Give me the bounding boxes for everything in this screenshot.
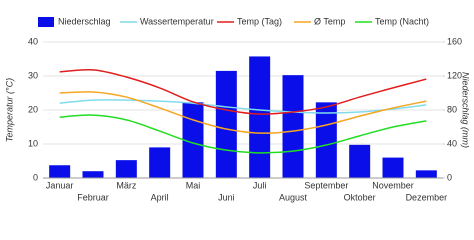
y2-tick-label: 0 <box>447 172 452 182</box>
line <box>59 99 427 114</box>
x-tick-label: Februar <box>77 192 109 202</box>
bar <box>49 165 71 178</box>
legend-label: Temp (Tag) <box>237 16 282 26</box>
bar <box>82 171 104 178</box>
bar <box>115 160 137 178</box>
line <box>59 68 427 115</box>
y2-axis-title: Niederschlag (mm) <box>461 72 471 148</box>
y2-tick-label: 120 <box>447 70 462 80</box>
line <box>59 91 427 134</box>
bar <box>249 56 271 179</box>
bar <box>349 144 371 178</box>
x-tick-label: September <box>304 180 348 190</box>
legend-swatch <box>38 17 54 27</box>
bar <box>282 75 304 178</box>
legend-label: Wassertemperatur <box>140 16 214 26</box>
x-tick-label: Dezember <box>406 192 448 202</box>
x-tick-label: April <box>151 192 169 202</box>
x-tick-label: Oktober <box>344 192 376 202</box>
y2-tick-label: 40 <box>447 138 457 148</box>
y-tick-label: 40 <box>28 36 38 46</box>
y-tick-label: 10 <box>28 138 38 148</box>
y2-tick-label: 80 <box>447 104 457 114</box>
y-tick-label: 0 <box>33 172 38 182</box>
line <box>59 114 427 154</box>
x-tick-label: Juni <box>218 192 235 202</box>
y-tick-label: 20 <box>28 104 38 114</box>
x-tick-label: November <box>372 180 414 190</box>
x-tick-label: August <box>279 192 308 202</box>
bar <box>415 170 437 178</box>
legend-label: Ø Temp <box>314 16 345 26</box>
chart: Temperatur (°C) Niederschlag (mm) 0 10 20 3… <box>4 16 471 202</box>
bar <box>215 70 237 178</box>
x-tick-label: März <box>116 180 136 190</box>
legend-label: Temp (Nacht) <box>375 16 429 26</box>
x-tick-label: Januar <box>46 180 74 190</box>
bar <box>382 157 404 178</box>
legend-label: Niederschlag <box>58 16 111 26</box>
x-tick-label: Juli <box>253 180 267 190</box>
y-tick-label: 30 <box>28 70 38 80</box>
bar <box>315 102 337 178</box>
y-axis-title: Temperatur (°C) <box>4 78 14 142</box>
bar <box>149 147 171 178</box>
y2-tick-label: 160 <box>447 36 462 46</box>
x-tick-label: Mai <box>186 180 201 190</box>
